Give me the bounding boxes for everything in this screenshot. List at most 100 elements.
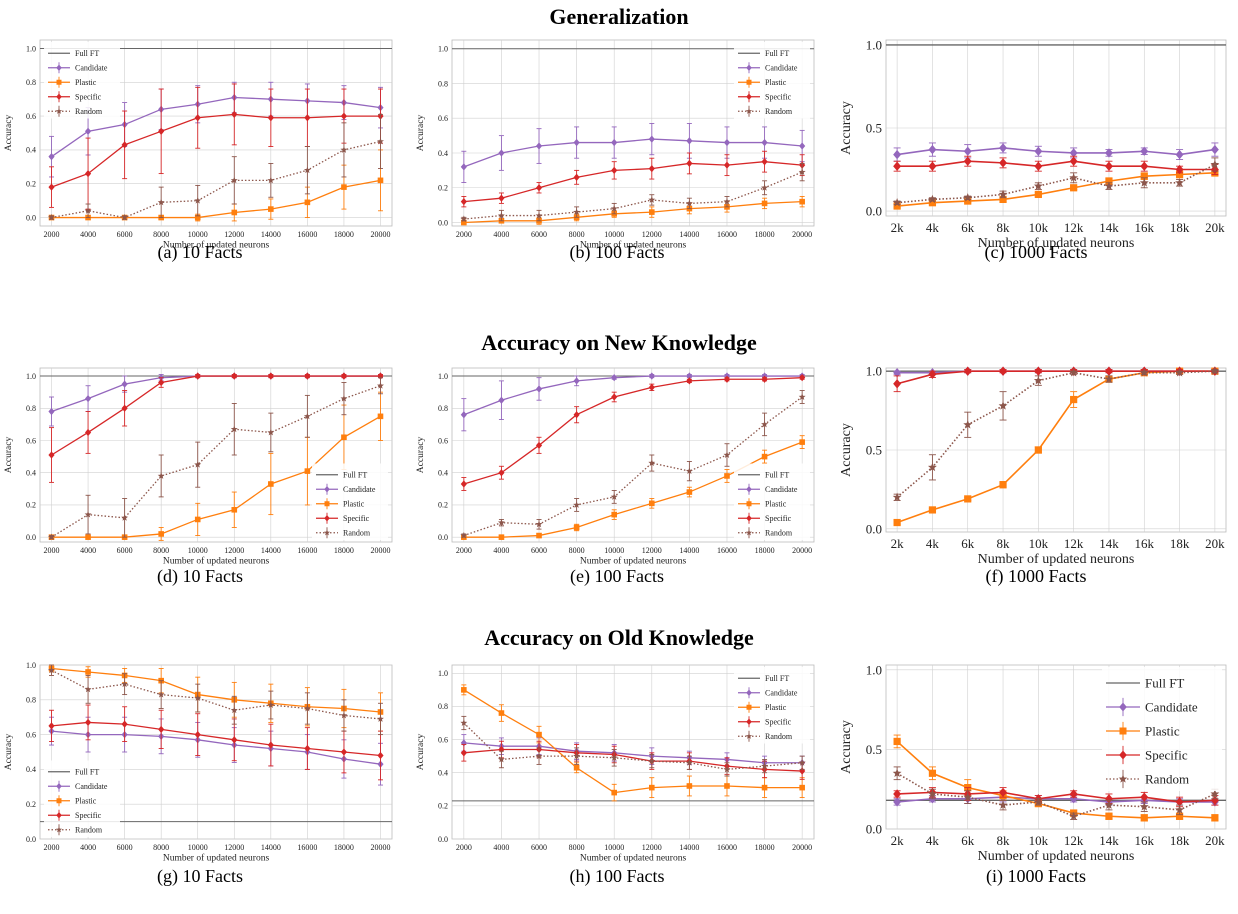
point-plastic <box>377 413 384 420</box>
legend-label-candidate: Candidate <box>343 485 376 494</box>
x-tick-label: 10k <box>1029 536 1049 551</box>
series-line-specific <box>897 791 1215 803</box>
x-tick-label: 16000 <box>717 843 737 852</box>
series-specific <box>460 150 806 208</box>
legend-marker-specific <box>56 812 62 819</box>
point-candidate <box>611 374 618 382</box>
legend-marker-specific <box>324 515 330 522</box>
legend-label-candidate: Candidate <box>75 782 108 791</box>
point-candidate <box>611 138 618 147</box>
chart-svg-e: 2000 4000 6000 8000 10000 12000 14000 16000 1800… <box>416 367 815 567</box>
point-plastic <box>964 197 972 205</box>
legend: Full FT Candidate Plastic Specific Random <box>312 463 388 540</box>
y-tick-label: 0.6 <box>438 735 448 744</box>
legend-marker-plastic <box>746 704 752 710</box>
x-tick-label: 20000 <box>370 230 390 239</box>
x-tick-label: 16000 <box>297 546 317 555</box>
point-specific <box>1104 794 1113 804</box>
point-specific <box>340 748 348 756</box>
point-random <box>267 701 275 708</box>
y-tick-label: 0.8 <box>438 79 448 88</box>
y-tick-label: 0.8 <box>26 404 36 413</box>
legend-marker-candidate <box>746 486 752 493</box>
x-tick-label: 12k <box>1064 833 1084 848</box>
point-plastic <box>928 199 937 207</box>
caption-i: (i) 1000 Facts <box>986 866 1086 886</box>
series-line-specific <box>51 721 381 757</box>
point-random <box>685 467 693 475</box>
point-random <box>1033 181 1043 190</box>
chart-svg-h: 2000 4000 6000 8000 10000 12000 14000 16000 1800… <box>416 664 815 864</box>
row-title-old-knowledge: Accuracy on Old Knowledge <box>484 625 754 650</box>
legend-label-plastic: Plastic <box>765 78 787 87</box>
chart-svg-g: 2000 4000 6000 8000 10000 12000 14000 16000 1800… <box>4 661 393 864</box>
point-random <box>377 715 384 722</box>
series-line-specific <box>463 161 803 203</box>
chart-panel-c: 2k 4k 6k 8k 10k 12k 14k 16k 18k 20k 0.0 0.5 1.0 Numbe… <box>836 30 1236 260</box>
series-line-specific <box>463 377 803 485</box>
point-random <box>1175 178 1185 187</box>
legend: Full FT Candidate Plastic Specific Random <box>1102 667 1222 791</box>
series-line-specific <box>51 375 381 456</box>
point-plastic <box>194 214 201 221</box>
x-tick-label: 2k <box>891 220 905 235</box>
point-random <box>1033 797 1043 806</box>
point-plastic <box>377 177 384 184</box>
y-tick-label: 0.0 <box>26 213 36 222</box>
legend-label-specific: Specific <box>765 718 792 727</box>
x-tick-label: 4000 <box>493 230 509 239</box>
legend-label-specific: Specific <box>75 811 102 820</box>
y-tick-label: 0.5 <box>866 742 882 757</box>
point-specific <box>340 112 348 120</box>
y-axis-label: Accuracy <box>416 437 426 474</box>
point-plastic <box>85 669 91 675</box>
point-random <box>798 168 806 176</box>
point-specific <box>1104 366 1113 376</box>
y-tick-label: 0.0 <box>26 835 36 844</box>
x-tick-label: 18000 <box>755 843 775 852</box>
x-tick-label: 14000 <box>679 843 699 852</box>
legend-marker-plastic <box>324 501 330 507</box>
point-plastic <box>461 687 467 693</box>
point-specific <box>377 751 384 760</box>
y-tick-label: 0.4 <box>438 769 448 778</box>
y-tick-label: 1.0 <box>866 662 882 677</box>
x-tick-label: 6000 <box>117 546 133 555</box>
row-title-generalization: Generalization <box>549 4 689 29</box>
point-plastic <box>536 731 542 738</box>
point-random <box>230 706 238 714</box>
legend-label-candidate: Candidate <box>765 485 798 494</box>
point-specific <box>1140 161 1149 171</box>
x-tick-label: 4000 <box>80 230 96 239</box>
y-axis-label: Accuracy <box>4 734 14 771</box>
legend-label-candidate: Candidate <box>75 64 108 73</box>
point-random <box>1139 802 1149 811</box>
point-specific <box>194 114 201 122</box>
series-line-candidate <box>51 730 381 765</box>
point-random <box>761 420 769 428</box>
legend-marker-candidate <box>324 486 330 493</box>
x-tick-label: 4000 <box>80 843 96 852</box>
point-plastic <box>1175 812 1184 820</box>
point-random <box>340 711 348 719</box>
point-plastic <box>1034 190 1042 199</box>
point-plastic <box>799 439 805 445</box>
series-line-plastic <box>51 667 381 713</box>
point-plastic <box>1070 395 1078 404</box>
x-tick-label: 14k <box>1099 536 1119 551</box>
legend-label-plastic: Plastic <box>343 500 365 509</box>
legend-label-full-ft: Full FT <box>765 674 789 683</box>
series-random <box>48 113 384 221</box>
point-plastic <box>648 784 655 791</box>
row-title-new-knowledge: Accuracy on New Knowledge <box>481 330 757 355</box>
chart-panel-b: 2000 4000 6000 8000 10000 12000 14000 16000 1800… <box>412 30 822 260</box>
y-axis-label: Accuracy <box>4 115 14 152</box>
point-candidate <box>1069 794 1078 804</box>
chart-svg-d: 2000 4000 6000 8000 10000 12000 14000 16000 1800… <box>4 367 393 567</box>
caption-f: (f) 1000 Facts <box>985 566 1087 586</box>
legend-label-full-ft: Full FT <box>1145 676 1184 691</box>
point-plastic <box>85 534 91 540</box>
point-random <box>157 472 165 479</box>
point-plastic <box>893 518 901 527</box>
point-random <box>460 531 468 539</box>
